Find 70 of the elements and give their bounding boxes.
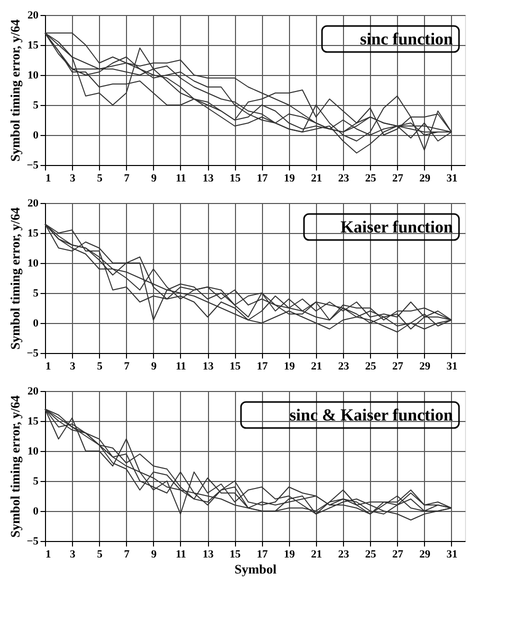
x-tick-label: 17 [256,172,268,184]
x-tick-label: 7 [124,548,130,560]
x-tick-label: 21 [310,172,322,184]
x-tick-label: 31 [446,548,458,560]
y-tick-label: 5 [33,100,39,112]
x-tick-label: 1 [46,548,51,560]
x-tick-label: 3 [70,172,76,184]
x-tick-label: 19 [284,548,296,560]
x-tick-label: 3 [70,360,76,372]
x-tick-label: 31 [446,360,458,372]
x-tick-label: 23 [338,360,350,372]
y-tick-label: 15 [28,40,39,52]
x-tick-label: 5 [96,548,103,560]
y-tick-label: 10 [28,70,39,82]
x-tick-label: 23 [338,548,350,560]
y-tick-label: 5 [33,476,39,488]
x-tick-label: 19 [284,360,296,372]
y-tick-label: 10 [28,446,39,458]
y-tick-label: 0 [33,130,39,142]
x-tick-label: 27 [392,548,404,560]
x-tick-label: 25 [365,548,377,560]
x-tick-label: 19 [284,172,296,184]
y-tick-label: 20 [28,10,39,22]
x-tick-label: 7 [124,360,130,372]
x-axis-title: Symbol [234,562,277,576]
x-tick-label: 15 [230,360,242,372]
y-axis-title: Symbol timing error, y/64 [8,394,23,538]
y-tick-label: −5 [26,348,39,360]
x-tick-label: 5 [96,172,103,184]
x-tick-label: 21 [310,548,322,560]
x-tick-label: 25 [365,360,377,372]
x-tick-label: 15 [230,172,242,184]
y-tick-label: 0 [33,318,39,330]
x-tick-label: 9 [151,360,158,372]
y-axis-title: Symbol timing error, y/64 [8,206,23,350]
y-tick-label: 10 [28,258,39,270]
y-tick-label: 5 [33,288,39,300]
x-tick-label: 11 [176,172,186,184]
y-tick-label: −5 [26,160,39,172]
x-tick-label: 29 [419,360,431,372]
x-tick-label: 1 [46,172,51,184]
x-tick-label: 27 [392,360,404,372]
x-tick-label: 17 [256,360,268,372]
y-tick-label: 20 [28,386,39,398]
x-tick-label: 13 [202,172,214,184]
x-tick-label: 13 [202,548,214,560]
x-tick-label: 15 [230,548,242,560]
y-tick-label: 20 [28,198,39,210]
x-tick-label: 3 [70,548,76,560]
x-tick-label: 5 [96,360,103,372]
y-tick-label: 15 [28,228,39,240]
x-tick-label: 11 [176,360,186,372]
y-axis-title: Symbol timing error, y/64 [8,18,23,162]
x-tick-label: 1 [46,360,51,372]
x-tick-label: 23 [338,172,350,184]
x-tick-label: 17 [256,548,268,560]
x-tick-label: 29 [419,172,431,184]
x-tick-label: 7 [124,172,130,184]
x-tick-label: 9 [151,172,158,184]
x-tick-label: 29 [419,548,431,560]
y-tick-label: 0 [33,506,39,518]
x-tick-label: 27 [392,172,404,184]
x-tick-label: 31 [446,172,458,184]
x-tick-label: 9 [151,548,158,560]
x-tick-label: 11 [176,548,186,560]
x-tick-label: 21 [310,360,322,372]
x-tick-label: 13 [202,360,214,372]
x-tick-label: 25 [365,172,377,184]
y-tick-label: −5 [26,536,39,548]
y-tick-label: 15 [28,416,39,428]
